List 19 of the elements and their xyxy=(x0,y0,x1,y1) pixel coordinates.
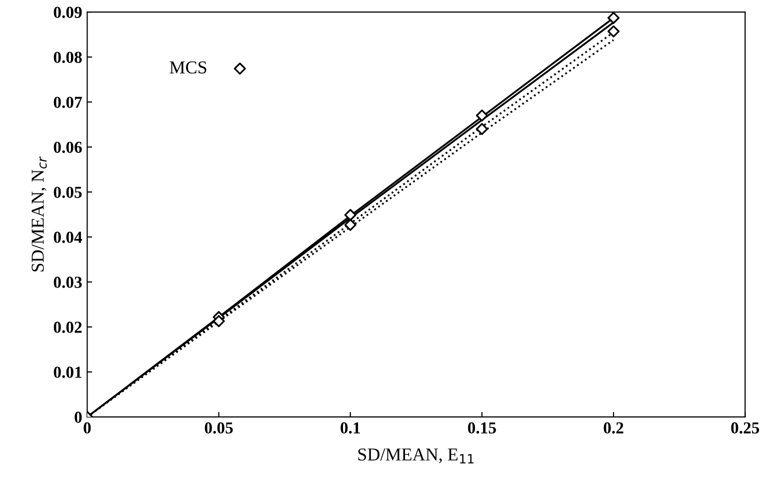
y-tick-label: 0 xyxy=(74,412,82,423)
y-tick-label: 0.04 xyxy=(54,232,82,244)
y-axis-title: SD/MEAN, N$_{cr}$ xyxy=(32,156,47,272)
legend-label: MCS xyxy=(170,61,206,74)
x-tick-label: 0.1 xyxy=(340,422,360,434)
y-tick-label: 0.05 xyxy=(54,186,82,198)
x-tick-label: 0 xyxy=(84,422,91,434)
y-tick-label: 0.07 xyxy=(54,96,82,108)
x-tick-label: 0.05 xyxy=(204,422,233,434)
y-tick-label: 0.02 xyxy=(54,322,82,333)
x-tick-label: 0.25 xyxy=(731,422,760,434)
y-tick-label: 0.01 xyxy=(54,366,82,378)
y-tick-label: 0.06 xyxy=(54,142,82,154)
x-tick-label: 0.15 xyxy=(468,422,496,434)
y-tick-label: 0.09 xyxy=(54,6,82,18)
y-tick-label: 0.03 xyxy=(54,276,82,288)
y-tick-label: 0.08 xyxy=(54,52,82,64)
x-axis-title: SD/MEAN, E$_{11}$ xyxy=(358,448,474,464)
x-tick-label: 0.2 xyxy=(604,422,624,434)
